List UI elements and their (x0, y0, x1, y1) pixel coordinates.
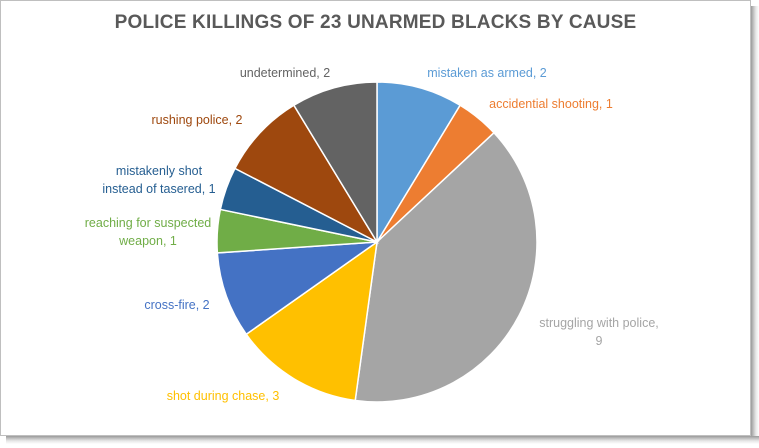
slice-label: cross-fire, 2 (144, 298, 209, 312)
frame-shadow-bottom (6, 436, 759, 444)
slice-label: reaching for suspected weapon, 1 (85, 216, 212, 248)
slice-label: mistakenly shot instead of tasered, 1 (102, 164, 215, 196)
slice-label-line: cross-fire, 2 (144, 298, 209, 312)
slice-label-line: 9 (596, 334, 603, 348)
slice-label-line: accidential shooting, 1 (489, 97, 613, 111)
slice-label-line: reaching for suspected (85, 216, 212, 230)
slice-label: mistaken as armed, 2 (427, 66, 547, 80)
pie-slice (245, 240, 378, 402)
pie-slice (216, 241, 380, 336)
chart-title: POLICE KILLINGS OF 23 UNARMED BLACKS BY … (114, 12, 637, 33)
slice-label: struggling with police, 9 (539, 316, 659, 348)
slice-label-line: mistakenly shot (116, 164, 203, 178)
slice-label-line: rushing police, 2 (151, 113, 242, 127)
slice-label-line: mistaken as armed, 2 (427, 66, 547, 80)
slice-label: undetermined, 2 (240, 66, 330, 80)
pie-slice (233, 104, 380, 244)
slice-label: accidential shooting, 1 (489, 97, 613, 111)
frame-shadow-right (751, 6, 759, 444)
slice-label: rushing police, 2 (151, 113, 242, 127)
pie-slice (354, 131, 538, 403)
slice-label-line: struggling with police, (539, 316, 659, 330)
slice-label: shot during chase, 3 (167, 389, 280, 403)
slice-label-line: undetermined, 2 (240, 66, 330, 80)
slice-label-line: shot during chase, 3 (167, 389, 280, 403)
pie-slices (216, 81, 538, 403)
pie-slice (376, 81, 462, 245)
slice-label-line: weapon, 1 (118, 234, 177, 248)
slice-labels: mistaken as armed, 2 accidential shooting… (85, 66, 659, 403)
slice-label-line: instead of tasered, 1 (102, 182, 215, 196)
pie-slice (292, 81, 378, 245)
